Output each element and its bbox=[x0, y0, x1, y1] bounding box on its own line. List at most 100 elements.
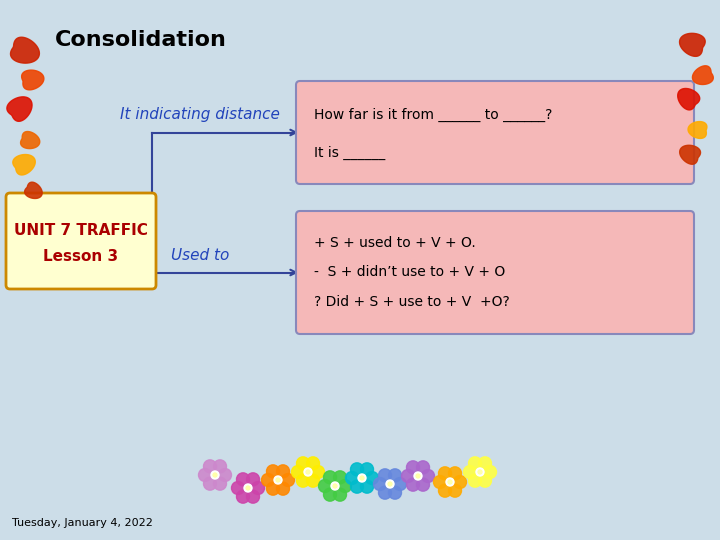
Circle shape bbox=[379, 486, 392, 499]
Circle shape bbox=[307, 457, 320, 470]
Text: Used to: Used to bbox=[171, 247, 229, 262]
Text: Lesson 3: Lesson 3 bbox=[43, 249, 119, 265]
Circle shape bbox=[469, 457, 482, 470]
Circle shape bbox=[204, 460, 217, 473]
Circle shape bbox=[407, 461, 420, 474]
Circle shape bbox=[246, 486, 250, 490]
Circle shape bbox=[261, 474, 274, 487]
Circle shape bbox=[360, 476, 364, 480]
Circle shape bbox=[266, 482, 279, 495]
Circle shape bbox=[394, 477, 407, 490]
Circle shape bbox=[449, 484, 462, 497]
Circle shape bbox=[407, 478, 420, 491]
Circle shape bbox=[388, 482, 392, 486]
Circle shape bbox=[199, 469, 212, 482]
Circle shape bbox=[469, 474, 482, 487]
Circle shape bbox=[213, 473, 217, 477]
Circle shape bbox=[297, 474, 310, 487]
Circle shape bbox=[323, 488, 336, 501]
Circle shape bbox=[214, 460, 227, 473]
Circle shape bbox=[338, 480, 351, 492]
Circle shape bbox=[448, 480, 452, 484]
Circle shape bbox=[389, 469, 402, 482]
FancyBboxPatch shape bbox=[296, 211, 694, 334]
Circle shape bbox=[386, 480, 394, 488]
Circle shape bbox=[366, 471, 379, 484]
Circle shape bbox=[204, 477, 217, 490]
Circle shape bbox=[476, 468, 484, 476]
Circle shape bbox=[402, 469, 415, 483]
Circle shape bbox=[236, 473, 250, 486]
Text: Tuesday, January 4, 2022: Tuesday, January 4, 2022 bbox=[12, 518, 153, 528]
Polygon shape bbox=[678, 89, 700, 110]
Circle shape bbox=[246, 490, 259, 503]
Circle shape bbox=[331, 482, 339, 490]
Text: How far is it from ______ to ______?: How far is it from ______ to ______? bbox=[314, 109, 552, 123]
Circle shape bbox=[312, 465, 325, 478]
Text: UNIT 7 TRAFFIC: UNIT 7 TRAFFIC bbox=[14, 223, 148, 238]
Circle shape bbox=[318, 480, 331, 492]
Circle shape bbox=[218, 469, 232, 482]
Circle shape bbox=[333, 484, 337, 488]
Polygon shape bbox=[693, 66, 714, 84]
Circle shape bbox=[416, 478, 430, 491]
Circle shape bbox=[484, 465, 497, 478]
Circle shape bbox=[416, 474, 420, 478]
Circle shape bbox=[232, 482, 245, 495]
Circle shape bbox=[306, 470, 310, 474]
Circle shape bbox=[351, 463, 364, 476]
Polygon shape bbox=[7, 97, 32, 122]
Polygon shape bbox=[688, 122, 707, 138]
Circle shape bbox=[333, 488, 346, 501]
Circle shape bbox=[276, 478, 280, 482]
Circle shape bbox=[292, 465, 305, 478]
Circle shape bbox=[479, 457, 492, 470]
Circle shape bbox=[304, 468, 312, 476]
Text: It indicating distance: It indicating distance bbox=[120, 107, 280, 123]
Polygon shape bbox=[680, 33, 705, 56]
Text: It is ______: It is ______ bbox=[314, 146, 385, 160]
Polygon shape bbox=[24, 182, 42, 199]
Polygon shape bbox=[21, 132, 40, 148]
Circle shape bbox=[323, 471, 336, 484]
Circle shape bbox=[379, 469, 392, 482]
Circle shape bbox=[333, 471, 346, 484]
Circle shape bbox=[211, 471, 219, 479]
Circle shape bbox=[297, 457, 310, 470]
Circle shape bbox=[438, 467, 451, 480]
Circle shape bbox=[361, 463, 374, 476]
Polygon shape bbox=[22, 70, 44, 90]
Circle shape bbox=[307, 474, 320, 487]
Circle shape bbox=[449, 467, 462, 480]
Circle shape bbox=[244, 484, 252, 492]
Polygon shape bbox=[13, 154, 35, 175]
Circle shape bbox=[276, 482, 289, 495]
Circle shape bbox=[214, 477, 227, 490]
Circle shape bbox=[464, 465, 477, 478]
Polygon shape bbox=[680, 145, 701, 164]
Circle shape bbox=[282, 474, 294, 487]
Circle shape bbox=[246, 473, 259, 486]
Circle shape bbox=[236, 490, 250, 503]
Circle shape bbox=[346, 471, 359, 484]
Circle shape bbox=[266, 465, 279, 478]
Circle shape bbox=[446, 478, 454, 486]
Text: + S + used to + V + O.: + S + used to + V + O. bbox=[314, 235, 476, 249]
Text: ? Did + S + use to + V  +O?: ? Did + S + use to + V +O? bbox=[314, 295, 510, 309]
Circle shape bbox=[374, 477, 387, 490]
Polygon shape bbox=[11, 37, 40, 63]
Circle shape bbox=[251, 482, 264, 495]
Circle shape bbox=[454, 476, 467, 489]
Circle shape bbox=[276, 465, 289, 478]
Circle shape bbox=[478, 470, 482, 474]
Circle shape bbox=[274, 476, 282, 484]
FancyBboxPatch shape bbox=[296, 81, 694, 184]
Circle shape bbox=[433, 476, 446, 489]
Circle shape bbox=[358, 474, 366, 482]
Circle shape bbox=[421, 469, 434, 483]
Circle shape bbox=[361, 480, 374, 493]
Text: -  S + didn’t use to + V + O: - S + didn’t use to + V + O bbox=[314, 266, 505, 280]
Circle shape bbox=[389, 486, 402, 499]
Circle shape bbox=[351, 480, 364, 493]
Circle shape bbox=[416, 461, 430, 474]
